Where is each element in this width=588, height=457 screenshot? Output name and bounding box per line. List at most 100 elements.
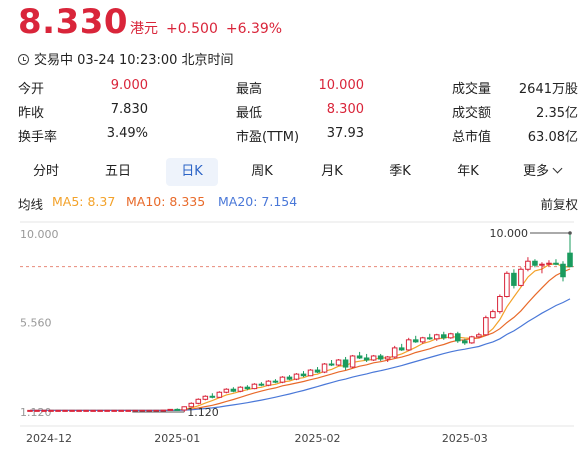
current-price: 8.330 <box>18 2 129 42</box>
candle-body <box>76 409 82 412</box>
price-change-percent: +6.39% <box>225 21 283 37</box>
stat-market-cap-value: 63.08亿 <box>527 130 578 145</box>
candle-body <box>398 347 405 351</box>
ma20-value: MA20: 7.154 <box>218 194 298 209</box>
tab-monthly-k[interactable]: 月K <box>302 158 362 186</box>
candle-body <box>286 376 293 380</box>
candle-body <box>546 262 552 265</box>
stat-turnover-amount-label: 成交额 <box>452 106 492 121</box>
ma-legend-label: 均线 <box>18 197 44 212</box>
tab-intraday[interactable]: 分时 <box>16 158 76 186</box>
stat-turnover-amount-value: 2.35亿 <box>536 106 578 121</box>
candle-body <box>293 373 300 380</box>
candle-body <box>497 295 503 313</box>
candle-body <box>462 340 468 344</box>
period-tabs: 分时 五日 日K 周K 月K 季K 年K 更多 <box>16 158 576 186</box>
stat-high-value: 10.000 <box>318 78 365 93</box>
stat-prev-close-value: 7.830 <box>110 102 148 117</box>
tab-quarterly-k[interactable]: 季K <box>370 158 430 186</box>
candle-body <box>560 263 566 278</box>
candle-body <box>483 317 489 336</box>
candle-body <box>118 409 124 412</box>
tab-yearly-k[interactable]: 年K <box>438 158 498 186</box>
stat-prev-close-label: 昨收 <box>18 106 45 121</box>
candle-body <box>195 398 202 404</box>
candle-body <box>525 260 531 270</box>
candle-body <box>455 333 461 342</box>
candle-body <box>202 395 209 400</box>
candle-body <box>125 409 131 412</box>
candle-body <box>160 409 167 412</box>
candle-body <box>174 408 181 411</box>
candle-body <box>153 409 160 412</box>
candle-body <box>209 395 216 398</box>
tab-yearly-k-label: 年K <box>457 164 479 179</box>
ma5-line <box>30 262 571 411</box>
tab-quarterly-k-label: 季K <box>389 164 411 179</box>
stat-pe-label: 市盈(TTM) <box>236 130 300 145</box>
candle-body <box>104 409 110 412</box>
candle-body <box>272 380 279 383</box>
candle-body <box>476 334 482 338</box>
candle-body <box>34 409 40 412</box>
tab-five-day-label: 五日 <box>104 164 131 179</box>
candle-body <box>567 252 573 268</box>
candle-body <box>314 369 321 373</box>
candle-body <box>27 409 33 412</box>
high-annotation-label: 10.000 <box>490 227 529 240</box>
candle-body <box>62 409 68 412</box>
y-tick-label: 10.000 <box>20 228 59 241</box>
tab-more[interactable]: 更多 <box>508 158 576 186</box>
stat-open-label: 今开 <box>18 82 45 97</box>
stat-low-label: 最低 <box>236 106 263 121</box>
candle-body <box>223 388 230 393</box>
currency-label: 港元 <box>130 21 159 37</box>
candle-body <box>391 347 398 358</box>
stat-low-value: 8.300 <box>326 102 364 117</box>
tab-more-label: 更多 <box>522 164 549 179</box>
candle-body <box>258 383 265 386</box>
candle-body <box>440 334 447 339</box>
stat-open-value: 9.000 <box>110 78 148 93</box>
candle-body <box>532 260 538 266</box>
candle-body <box>111 409 117 412</box>
candle-body <box>363 357 370 361</box>
candle-body <box>83 409 89 412</box>
candle-body <box>41 409 47 412</box>
stat-volume-label: 成交量 <box>452 82 492 97</box>
x-tick-label: 2025-02 <box>295 432 341 445</box>
candle-body <box>216 391 223 398</box>
clock-icon <box>18 54 29 65</box>
candle-body <box>370 355 377 361</box>
trading-status-text: 交易中 03-24 10:23:00 北京时间 <box>34 53 234 68</box>
candle-body <box>377 355 384 360</box>
candle-body <box>300 373 307 377</box>
price-adjust-selector[interactable]: 前复权 <box>540 197 578 212</box>
candle-body <box>265 380 272 386</box>
candle-body <box>539 263 545 266</box>
candle-body <box>490 311 496 319</box>
candle-body <box>384 356 391 360</box>
tab-weekly-k-label: 周K <box>251 164 273 179</box>
candle-body <box>139 409 145 412</box>
candle-body <box>433 334 440 340</box>
tab-daily-k[interactable]: 日K <box>166 158 218 186</box>
candle-body <box>167 408 174 411</box>
candle-body <box>48 409 54 412</box>
stat-high-label: 最高 <box>236 82 263 97</box>
stat-volume-value: 2641万股 <box>518 82 578 97</box>
candle-body <box>328 363 335 366</box>
tab-weekly-k[interactable]: 周K <box>232 158 292 186</box>
y-tick-label: 5.560 <box>20 317 52 330</box>
candle-body <box>69 409 75 412</box>
candle-body <box>97 409 103 412</box>
ma20-line <box>30 298 571 411</box>
tab-intraday-label: 分时 <box>32 164 59 179</box>
ma10-line <box>30 268 571 411</box>
candle-body <box>244 386 251 390</box>
tab-five-day[interactable]: 五日 <box>88 158 148 186</box>
x-tick-label: 2024-12 <box>26 432 72 445</box>
stat-market-cap-label: 总市值 <box>452 130 492 145</box>
tab-daily-k-label: 日K <box>181 164 203 179</box>
